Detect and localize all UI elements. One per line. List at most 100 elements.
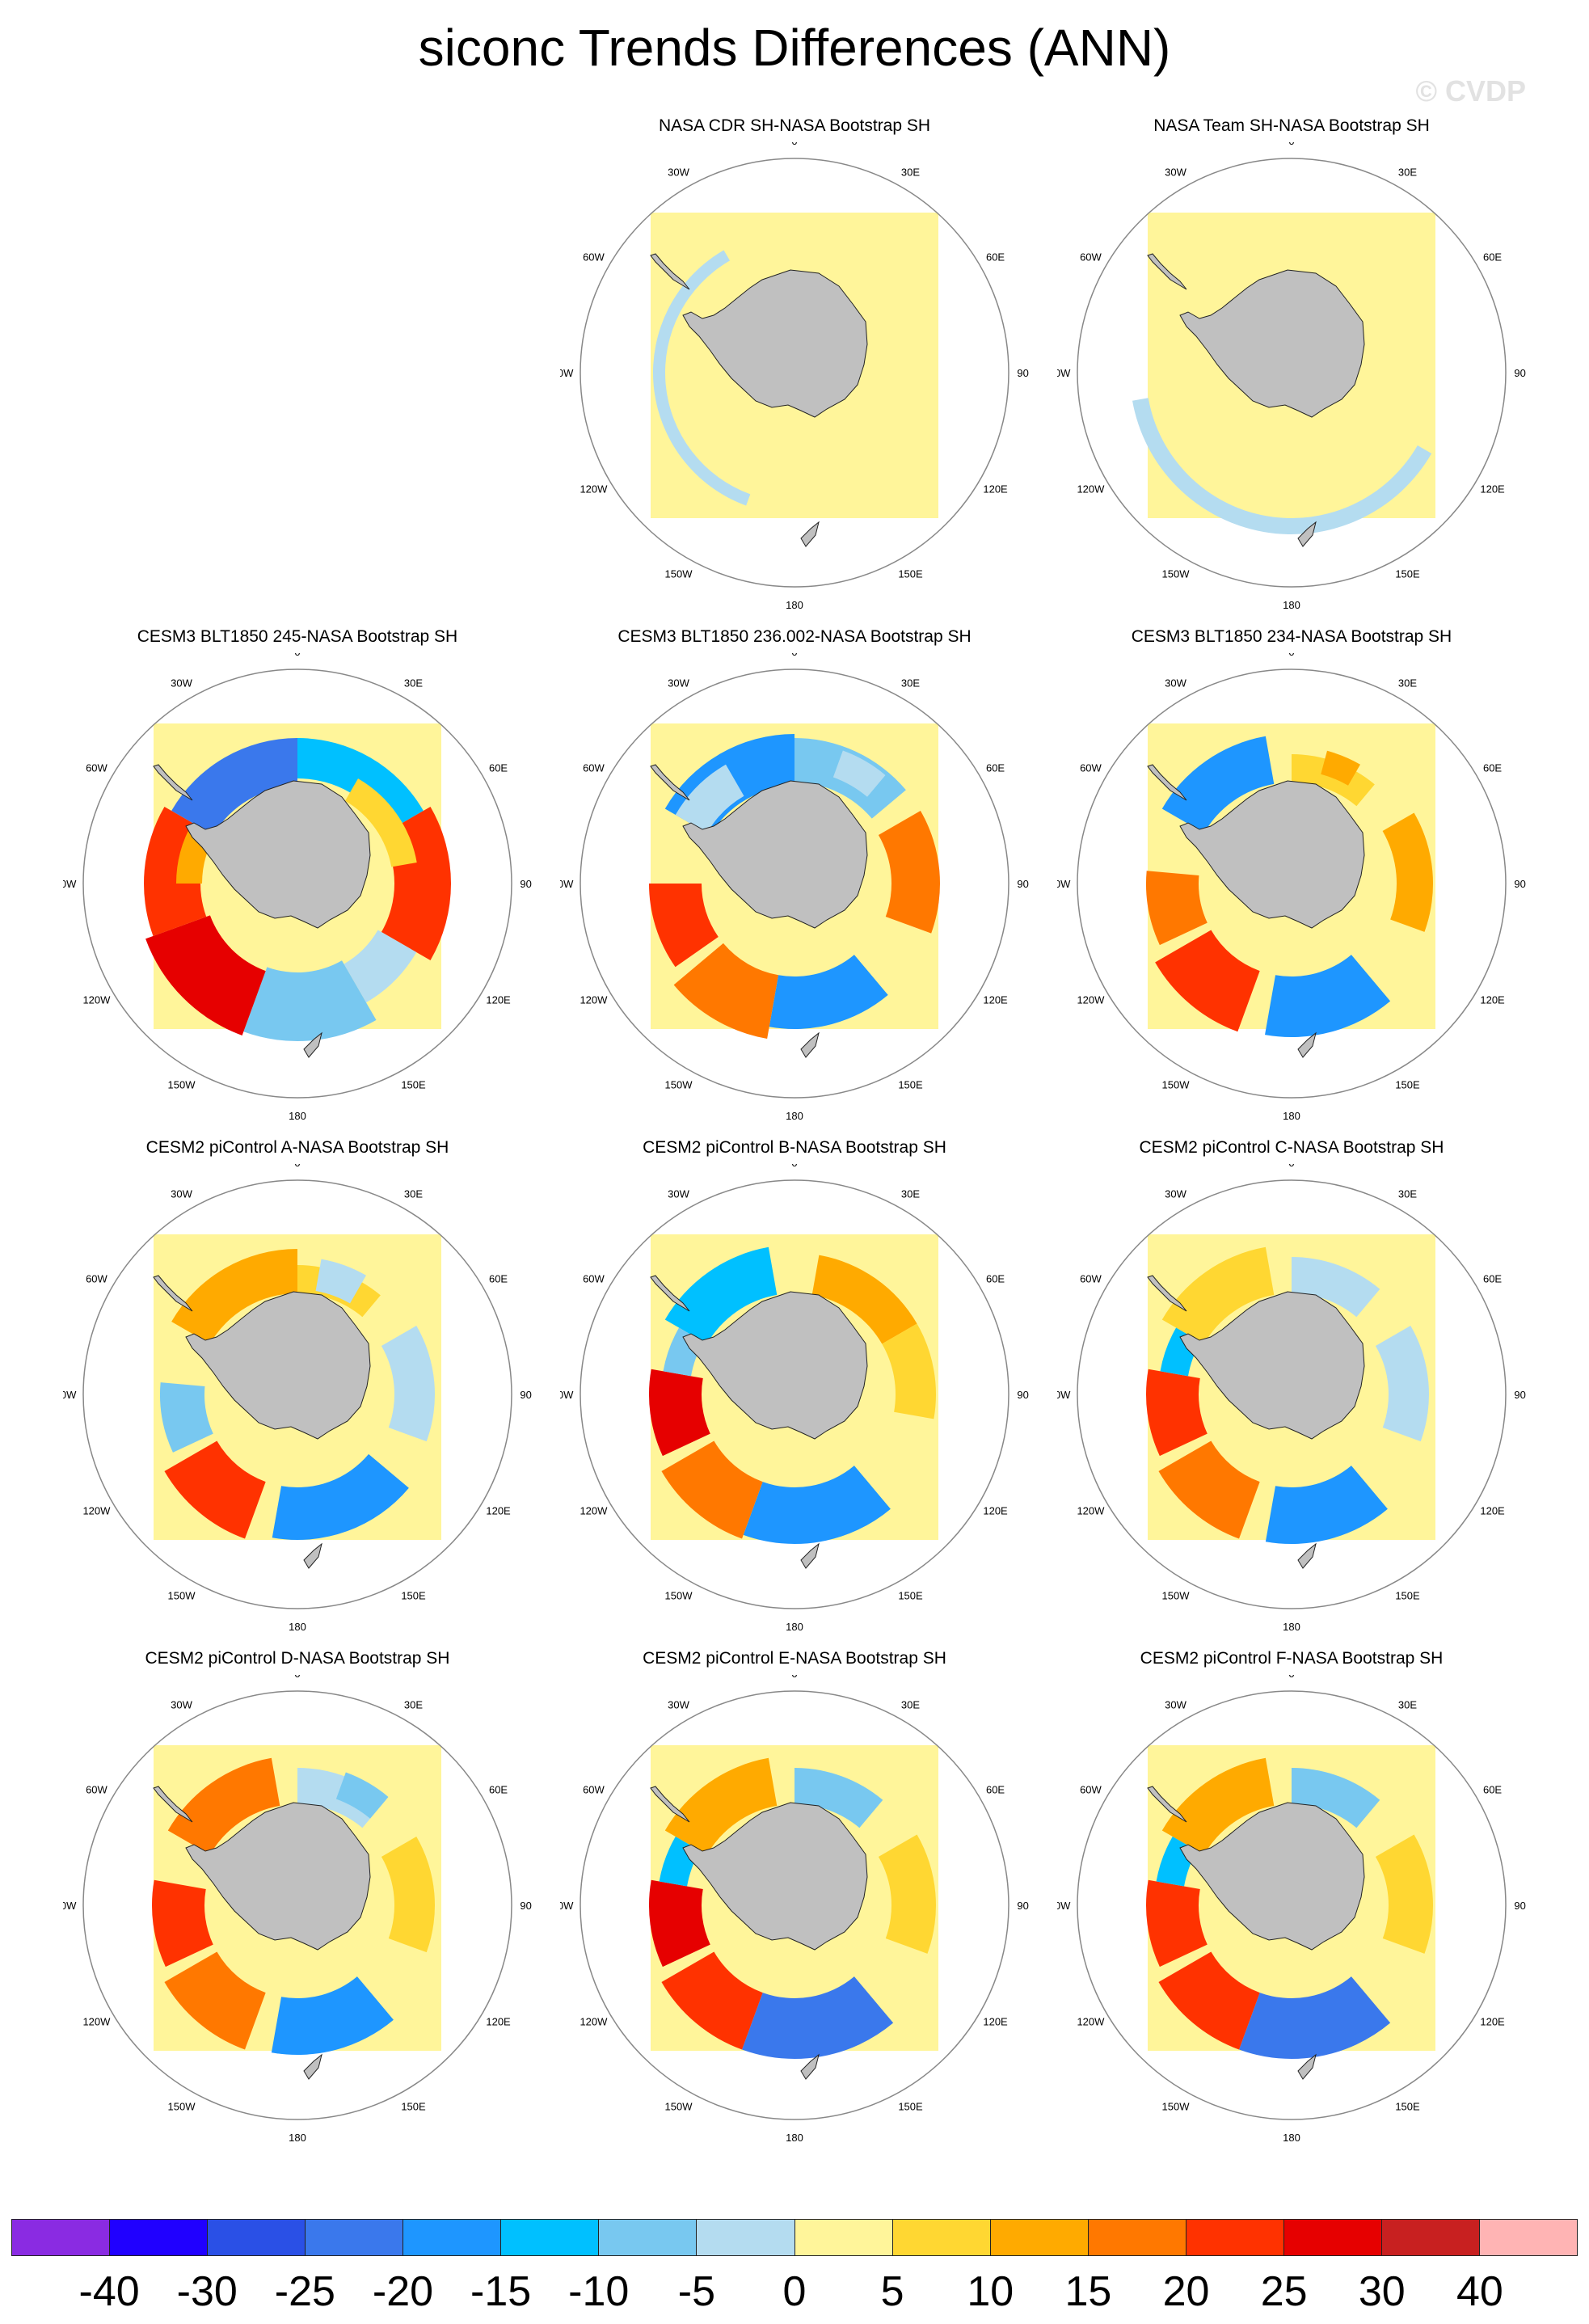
longitude-label: 30W [1165,1187,1186,1200]
map-boundary [1077,158,1507,588]
new-zealand-landmass [303,2053,322,2080]
longitude-label: 60W [583,1273,605,1285]
trend-region [743,1466,891,1544]
trend-region [1146,1879,1208,1968]
longitude-label: 90E [1017,1900,1029,1912]
antarctic-peninsula [650,1275,690,1312]
new-zealand-landmass [800,2053,820,2080]
panel-title: CESM2 piControl B-NASA Bootstrap SH [643,1138,946,1157]
longitude-label: 150E [1395,568,1420,580]
longitude-label: 0 [1288,1675,1294,1680]
longitude-label: 180 [289,1110,306,1122]
antarctica-landmass [1179,780,1365,929]
longitude-label: 30E [901,166,920,178]
colorbar-swatch [599,2220,698,2255]
longitude-label: 120W [82,1505,111,1517]
trend-region [794,1768,883,1828]
colorbar-swatch [501,2220,600,2255]
longitude-label: 120W [1077,2016,1105,2028]
longitude-label: 180 [1283,1621,1300,1633]
longitude-label: 0 [1288,653,1294,658]
colorbar-swatch [12,2220,111,2255]
antarctica-landmass [1179,1802,1365,1951]
map-panel: CESM2 piControl F-NASA Bootstrap SH 0 30E 6… [1057,1649,1526,2150]
map-boundary [82,669,512,1099]
trend-region [675,764,744,833]
colorbar-swatch [794,2220,893,2255]
polar-map: 0 30E 60E 90E 120E 150E 180 150W 120W 90W 60W 30W [1057,1164,1526,1633]
longitude-label: 90E [520,1389,532,1401]
colorbar-tick-label: -15 [470,2268,532,2315]
new-zealand-landmass [1297,1031,1317,1058]
longitude-label: 120W [82,2016,111,2028]
longitude-label: 60E [986,1784,1005,1796]
longitude-label: 180 [786,599,803,611]
trend-region [152,1879,213,1968]
longitude-label: 90W [1057,878,1071,890]
colorbar-swatch [1283,2220,1382,2255]
new-zealand-landmass [1297,2053,1317,2080]
longitude-label: 150W [665,2101,693,2113]
longitude-label: 180 [786,1110,803,1122]
trend-region [164,1440,266,1539]
trend-region [1292,754,1375,807]
longitude-label: 0 [1288,142,1294,147]
panel-title: CESM3 BLT1850 245-NASA Bootstrap SH [137,627,458,646]
south-america-landmass [83,1795,100,1854]
longitude-label: 90E [1514,367,1526,379]
longitude-label: 120W [580,2016,608,2028]
longitude-label: 150W [168,1079,196,1091]
antarctica-landmass [1179,1291,1365,1440]
longitude-label: 150E [1395,1590,1420,1602]
longitude-label: 120E [1480,994,1505,1006]
antarctica-landmass [682,780,868,929]
antarctic-peninsula [1147,1786,1187,1823]
longitude-label: 30W [1165,1698,1186,1710]
trend-region [664,1757,778,1855]
trend-region [381,1837,435,1953]
antarctic-peninsula [650,253,690,290]
longitude-label: 60W [1080,762,1102,774]
longitude-label: 30W [668,166,689,178]
longitude-label: 30W [668,677,689,689]
longitude-label: 30W [1165,166,1186,178]
longitude-label: 150W [1162,1590,1191,1602]
longitude-label: 150E [898,568,923,580]
trend-region [1161,736,1275,833]
longitude-label: 150E [898,1590,923,1602]
antarctic-peninsula [153,1786,193,1823]
trend-region [145,915,266,1035]
colorbar-swatch [1186,2220,1284,2255]
longitude-label: 180 [1283,2132,1300,2144]
longitude-label: 90W [1057,1900,1071,1912]
antarctic-peninsula [650,764,690,801]
longitude-label: 60E [1483,762,1502,774]
colorbar-swatch [697,2220,795,2255]
colorbar-swatch [1479,2220,1577,2255]
south-america-landmass [580,774,597,832]
trend-region [1161,1757,1275,1855]
new-zealand-landmass [303,1542,322,1569]
antarctica-landmass [682,1802,868,1951]
longitude-label: 150W [665,568,693,580]
colorbar-swatch [110,2220,209,2255]
trend-region [1375,1834,1433,1954]
antarctica-landmass [682,1291,868,1440]
trend-region [811,1255,917,1344]
colorbar-tick-label: -30 [176,2268,238,2315]
longitude-label: 120E [983,2016,1008,2028]
longitude-label: 150E [1395,1079,1420,1091]
trend-region [742,1976,894,2059]
longitude-label: 30W [1165,677,1186,689]
longitude-label: 0 [791,653,797,658]
trend-region [1161,1246,1275,1344]
longitude-label: 150E [898,1079,923,1091]
longitude-label: 120W [82,994,111,1006]
trend-region [345,778,417,867]
panel-title: CESM2 piControl F-NASA Bootstrap SH [1140,1649,1444,1668]
trend-region [673,943,779,1040]
trend-region [878,1834,936,1954]
trend-region [1239,1976,1391,2059]
trend-region [1321,750,1360,786]
south-america-landmass [580,263,597,321]
